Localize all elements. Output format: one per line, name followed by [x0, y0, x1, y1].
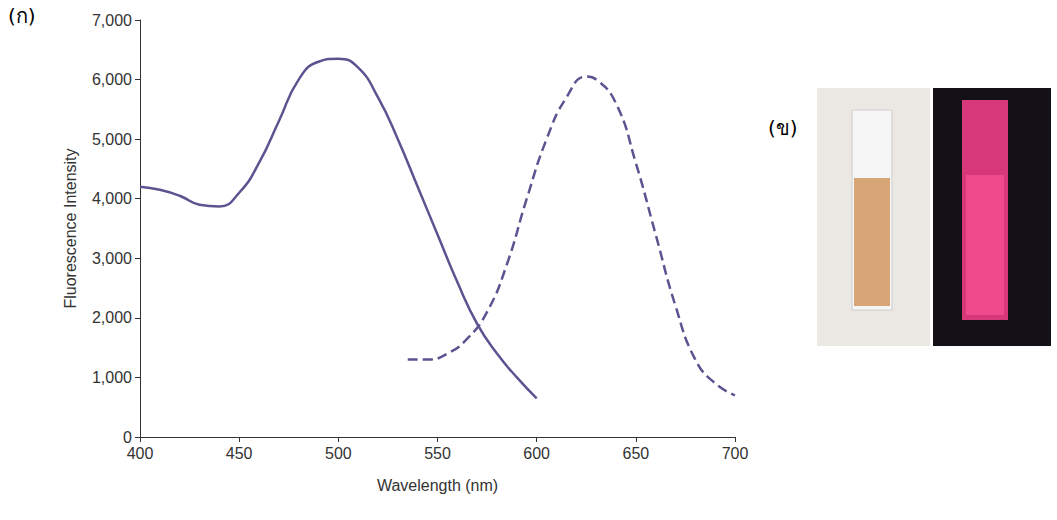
- svg-text:Wavelength (nm): Wavelength (nm): [377, 477, 498, 494]
- svg-text:500: 500: [325, 445, 352, 462]
- svg-text:3,000: 3,000: [92, 250, 132, 267]
- svg-text:5,000: 5,000: [92, 131, 132, 148]
- svg-text:550: 550: [424, 445, 451, 462]
- svg-text:650: 650: [622, 445, 649, 462]
- svg-text:1,000: 1,000: [92, 369, 132, 386]
- svg-text:0: 0: [123, 429, 132, 446]
- svg-text:4,000: 4,000: [92, 190, 132, 207]
- svg-text:700: 700: [722, 445, 749, 462]
- svg-text:6,000: 6,000: [92, 71, 132, 88]
- svg-text:Fluorescence Intensity: Fluorescence Intensity: [62, 148, 79, 308]
- svg-text:450: 450: [226, 445, 253, 462]
- svg-text:7,000: 7,000: [92, 12, 132, 29]
- svg-text:(ข): (ข): [768, 116, 798, 140]
- svg-text:2,000: 2,000: [92, 309, 132, 326]
- svg-text:600: 600: [523, 445, 550, 462]
- svg-text:400: 400: [127, 445, 154, 462]
- svg-text:(ก): (ก): [8, 4, 36, 28]
